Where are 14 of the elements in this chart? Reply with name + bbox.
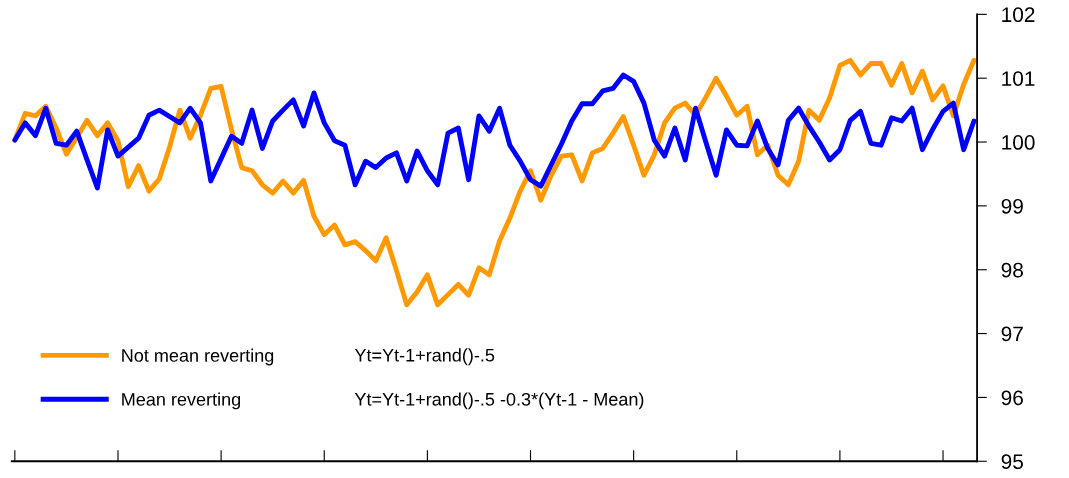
y-tick-label: 99	[1001, 198, 1023, 214]
y-tick-label: 101	[1002, 71, 1035, 86]
y-tick-label: 98	[1001, 262, 1023, 278]
y-tick-label: 97	[1001, 326, 1023, 342]
legend-label: Mean reverting	[122, 392, 241, 410]
line-series	[12, 57, 977, 308]
y-tick-label: 95	[1001, 454, 1023, 470]
y-tick-label: 100	[1002, 135, 1035, 150]
y-tick-label: 96	[1001, 390, 1023, 406]
legend-label: Not mean reverting	[122, 348, 274, 366]
line-series	[12, 72, 977, 191]
annotation: Yt=Yt-1+rand()-.5	[354, 348, 495, 366]
annotation: Yt=Yt-1+rand()-.5 -0.3*(Yt-1 - Mean)	[354, 392, 644, 410]
y-tick-label: 102	[1002, 7, 1035, 23]
